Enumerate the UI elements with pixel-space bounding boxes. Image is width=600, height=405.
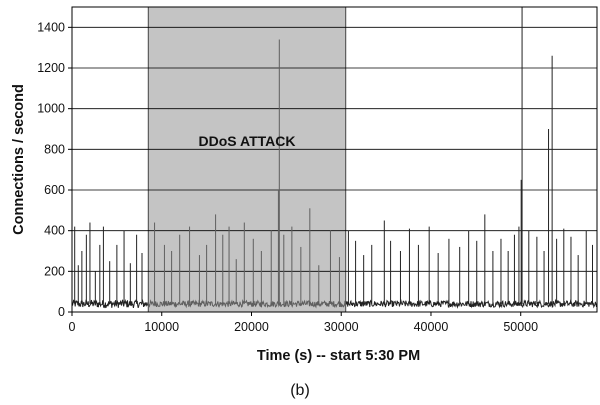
series-baseline-attack bbox=[148, 298, 346, 309]
y-axis-ticks: 0 200 400 600 800 1000 1200 1400 bbox=[37, 20, 72, 319]
x-tick-label: 50000 bbox=[503, 320, 538, 334]
series-layer bbox=[71, 7, 598, 309]
y-tick-label: 1200 bbox=[37, 61, 65, 75]
y-tick-label: 0 bbox=[58, 305, 65, 319]
grid-lines bbox=[72, 26, 597, 272]
x-tick-label: 10000 bbox=[144, 320, 179, 334]
attack-region-shading bbox=[147, 6, 347, 313]
x-tick-label: 40000 bbox=[414, 320, 449, 334]
x-tick-label: 30000 bbox=[324, 320, 359, 334]
y-tick-label: 400 bbox=[44, 224, 65, 238]
x-tick-label: 0 bbox=[69, 320, 76, 334]
y-tick-label: 200 bbox=[44, 264, 65, 278]
x-tick-label: 20000 bbox=[234, 320, 269, 334]
attack-annotation: DDoS ATTACK bbox=[199, 133, 296, 149]
y-tick-label: 1000 bbox=[37, 102, 65, 116]
plot-border bbox=[71, 6, 598, 313]
y-tick-label: 1400 bbox=[37, 20, 65, 34]
y-tick-label: 600 bbox=[44, 183, 65, 197]
x-axis-ticks: 0 10000 20000 30000 40000 50000 bbox=[69, 312, 538, 334]
x-axis-title: Time (s) -- start 5:30 PM bbox=[257, 348, 420, 364]
y-axis-title: Connections / second bbox=[11, 84, 27, 235]
figure-caption: (b) bbox=[290, 382, 310, 399]
y-tick-label: 800 bbox=[44, 142, 65, 156]
